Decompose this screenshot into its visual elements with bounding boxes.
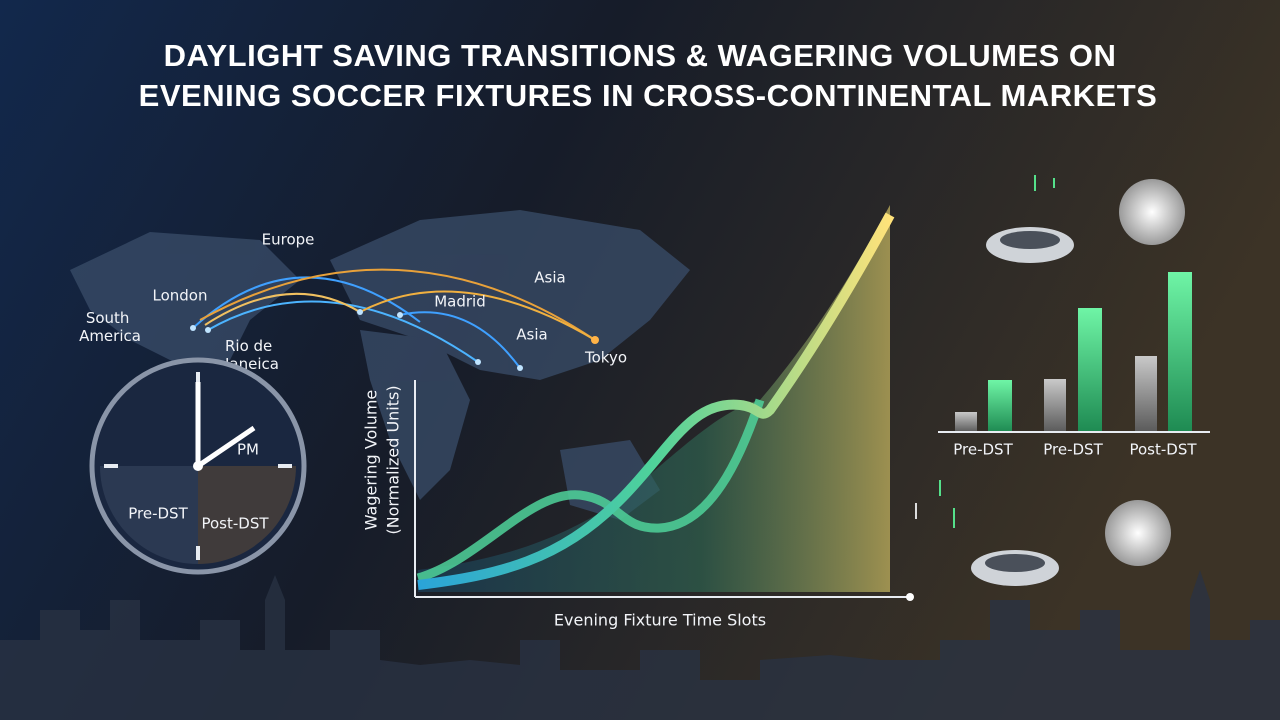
map-labels: Europe London South America Rio de Janei… bbox=[79, 231, 627, 373]
clock: PM Pre-DST Post-DST bbox=[89, 357, 307, 575]
map-label-part: South bbox=[86, 309, 130, 327]
title: DAYLIGHT SAVING TRANSITIONS & WAGERING V… bbox=[139, 38, 1158, 113]
map-label: South America bbox=[79, 309, 141, 345]
bar bbox=[1135, 356, 1157, 432]
title-line: DAYLIGHT SAVING TRANSITIONS & WAGERING V… bbox=[164, 38, 1117, 73]
sparkle bbox=[1034, 175, 1036, 191]
skyline bbox=[0, 570, 1280, 720]
city-dot bbox=[475, 359, 481, 365]
bar bbox=[1044, 379, 1066, 432]
y-axis-label: Wagering Volume bbox=[362, 390, 381, 531]
sparkle bbox=[915, 503, 917, 519]
bar bbox=[988, 380, 1012, 432]
axis-end bbox=[906, 593, 914, 601]
stadium bbox=[1000, 231, 1060, 249]
flight-arcs bbox=[192, 268, 596, 369]
decorations bbox=[0, 175, 1280, 720]
city-dot bbox=[591, 336, 599, 344]
clock-label: PM bbox=[237, 441, 259, 459]
clock-hand bbox=[196, 425, 256, 469]
city-dot bbox=[205, 327, 211, 333]
arc bbox=[199, 268, 596, 341]
map-label: Asia bbox=[516, 326, 547, 344]
map-label: Europe bbox=[262, 231, 315, 249]
title-line: EVENING SOCCER FIXTURES IN CROSS-CONTINE… bbox=[139, 78, 1158, 113]
y-axis-label: (Normalized Units) bbox=[384, 385, 403, 534]
bar-label: Post-DST bbox=[1129, 441, 1197, 459]
sparkle bbox=[939, 480, 941, 496]
soccer-ball bbox=[1105, 500, 1171, 566]
city-dot bbox=[357, 309, 363, 315]
arc bbox=[359, 290, 596, 341]
map-label: Tokyo bbox=[584, 349, 627, 367]
city-dots bbox=[190, 309, 599, 371]
bar-label: Pre-DST bbox=[1043, 441, 1103, 459]
sparkle bbox=[1053, 178, 1055, 188]
city-dot bbox=[190, 325, 196, 331]
sparkle bbox=[953, 508, 955, 528]
arc bbox=[207, 300, 479, 363]
bar-label: Pre-DST bbox=[953, 441, 1013, 459]
curve bbox=[416, 398, 765, 583]
curve bbox=[417, 212, 895, 590]
map-label: Madrid bbox=[434, 293, 486, 311]
clock-label: Post-DST bbox=[201, 515, 269, 533]
sparkles bbox=[915, 175, 1055, 528]
curve-chart: Wagering Volume (Normalized Units) Eveni… bbox=[362, 205, 914, 630]
map-label-part: Rio de bbox=[225, 337, 272, 355]
clock-sector bbox=[100, 466, 198, 564]
map-label-part: America bbox=[79, 327, 141, 345]
bar-panel: Pre-DST Pre-DST Post-DST bbox=[938, 272, 1210, 459]
city-dot bbox=[517, 365, 523, 371]
bar bbox=[1168, 272, 1192, 432]
soccer-ball bbox=[1119, 179, 1185, 245]
clock-label: Pre-DST bbox=[128, 505, 188, 523]
x-axis-label: Evening Fixture Time Slots bbox=[554, 611, 766, 630]
landmass bbox=[70, 232, 300, 365]
map-label: London bbox=[153, 287, 208, 305]
stadium bbox=[985, 554, 1045, 572]
clock-pin bbox=[193, 461, 203, 471]
arc bbox=[192, 276, 421, 329]
map-label: Asia bbox=[534, 269, 565, 287]
clock-sector bbox=[198, 466, 296, 564]
bar bbox=[1078, 308, 1102, 432]
arc bbox=[399, 311, 521, 369]
arc bbox=[204, 292, 361, 326]
area bbox=[418, 205, 890, 592]
bar bbox=[955, 412, 977, 432]
city-dot bbox=[397, 312, 403, 318]
